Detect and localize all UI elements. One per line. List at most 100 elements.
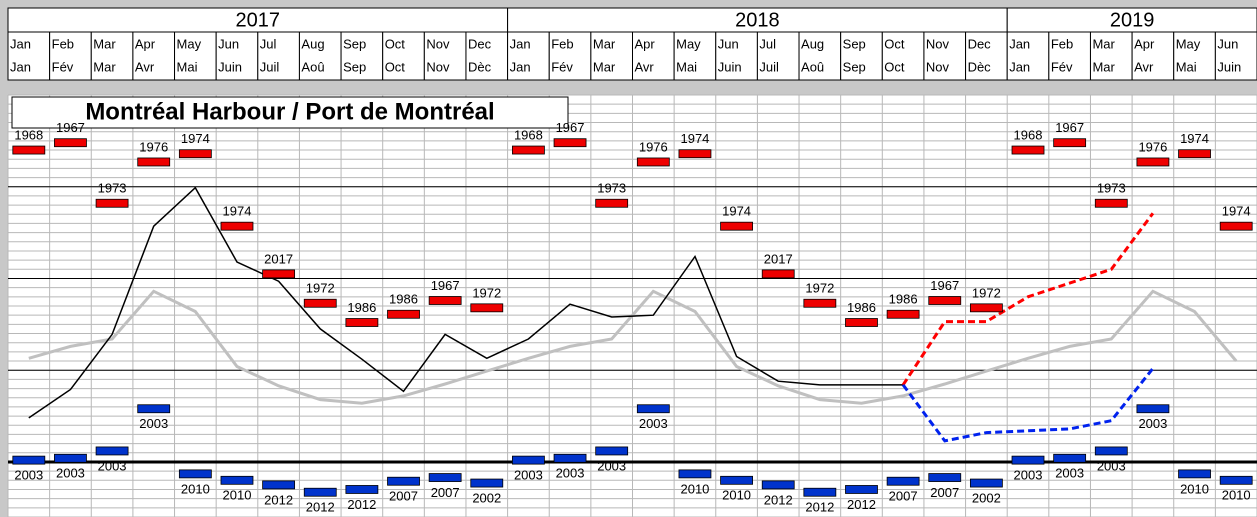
record-year: 1972 xyxy=(472,285,501,300)
record-marker xyxy=(178,149,212,159)
month-fr: Aoû xyxy=(301,59,324,74)
forecast-line xyxy=(901,367,1155,443)
month-en: Apr xyxy=(1134,36,1155,51)
record-marker xyxy=(636,404,670,414)
month-fr: Juin xyxy=(718,59,742,74)
month-en: Apr xyxy=(635,36,656,51)
record-marker xyxy=(886,476,920,486)
record-marker xyxy=(387,309,420,319)
month-en: Aug xyxy=(301,36,324,51)
month-cell xyxy=(1089,31,1133,81)
record-marker xyxy=(470,478,504,488)
month-fr: Jan xyxy=(1009,59,1030,74)
month-fr: Jan xyxy=(510,59,531,74)
month-en: Jan xyxy=(10,36,31,51)
record-marker xyxy=(470,303,504,313)
month-cell xyxy=(548,31,592,81)
level-series-line xyxy=(28,289,1238,405)
record-year: 2003 xyxy=(556,466,585,481)
record-year: 2003 xyxy=(14,468,43,483)
record-marker xyxy=(512,145,545,155)
year-cell xyxy=(507,7,1008,33)
record-year: 2012 xyxy=(764,492,793,507)
month-fr: Dèc xyxy=(468,59,492,74)
month-fr: Juil xyxy=(260,59,280,74)
record-marker xyxy=(1178,149,1211,159)
month-en: Jan xyxy=(510,36,531,51)
month-en: Mar xyxy=(1092,36,1115,51)
record-marker xyxy=(12,145,46,155)
record-year: 2003 xyxy=(98,458,127,473)
record-year: 2003 xyxy=(639,416,668,431)
record-marker xyxy=(262,269,296,279)
record-marker xyxy=(969,478,1003,488)
record-year: 1986 xyxy=(889,292,918,307)
record-year: 1967 xyxy=(431,278,460,293)
record-year: 1976 xyxy=(139,139,168,154)
record-marker xyxy=(303,487,337,497)
record-year: 1968 xyxy=(514,127,543,142)
record-year: 1967 xyxy=(930,278,959,293)
month-cell xyxy=(1214,31,1257,81)
record-marker xyxy=(345,318,379,327)
record-year: 2010 xyxy=(680,481,709,496)
month-cell xyxy=(298,31,342,81)
record-marker xyxy=(387,476,420,486)
record-year: 2002 xyxy=(472,490,501,505)
record-year: 2003 xyxy=(139,416,168,431)
record-marker xyxy=(553,453,587,463)
month-fr: Dèc xyxy=(968,59,992,74)
record-marker xyxy=(220,221,254,231)
record-marker xyxy=(512,455,545,465)
month-cell xyxy=(632,31,675,81)
record-year: 2017 xyxy=(764,251,793,266)
record-year: 2003 xyxy=(1097,458,1126,473)
month-en: Apr xyxy=(135,36,156,51)
record-marker xyxy=(54,138,87,148)
month-fr: Fév xyxy=(551,59,573,74)
record-year: 2003 xyxy=(514,468,543,483)
month-fr: Avr xyxy=(135,59,155,74)
month-en: Jun xyxy=(218,36,239,51)
record-year: 1967 xyxy=(56,120,85,135)
record-year: 1972 xyxy=(972,285,1001,300)
month-fr: Nov xyxy=(426,59,450,74)
month-en: Feb xyxy=(52,36,74,51)
record-year: 2007 xyxy=(930,485,959,500)
record-year: 1974 xyxy=(1222,204,1251,219)
month-cell xyxy=(215,31,259,81)
record-marker xyxy=(553,138,587,148)
record-year: 2003 xyxy=(56,466,85,481)
month-fr: Juin xyxy=(218,59,242,74)
record-year: 2012 xyxy=(306,500,335,515)
record-year: 1974 xyxy=(181,131,210,146)
record-marker xyxy=(12,455,46,465)
month-fr: Oct xyxy=(884,59,905,74)
month-fr: Avr xyxy=(635,59,655,74)
record-year: 2012 xyxy=(847,497,876,512)
record-marker xyxy=(137,404,171,414)
record-marker xyxy=(95,446,129,456)
record-year: 1974 xyxy=(223,204,252,219)
record-year: 1974 xyxy=(1180,131,1209,146)
month-en: Nov xyxy=(926,36,950,51)
record-year: 2010 xyxy=(1222,488,1251,503)
record-marker xyxy=(1094,198,1128,208)
month-en: Mar xyxy=(593,36,616,51)
record-year: 2017 xyxy=(264,251,293,266)
month-fr: Jan xyxy=(10,59,31,74)
month-cell xyxy=(590,31,633,81)
month-en: Sep xyxy=(343,36,366,51)
month-fr: Fév xyxy=(52,59,74,74)
record-year: 2003 xyxy=(1138,416,1167,431)
year-cell xyxy=(7,7,509,33)
month-en: Jan xyxy=(1009,36,1030,51)
record-marker xyxy=(969,303,1003,313)
record-year: 1974 xyxy=(722,204,751,219)
month-fr: Oct xyxy=(385,59,406,74)
record-marker xyxy=(845,485,878,494)
month-en: May xyxy=(177,36,202,51)
record-marker xyxy=(1136,157,1170,167)
record-marker xyxy=(678,149,712,159)
